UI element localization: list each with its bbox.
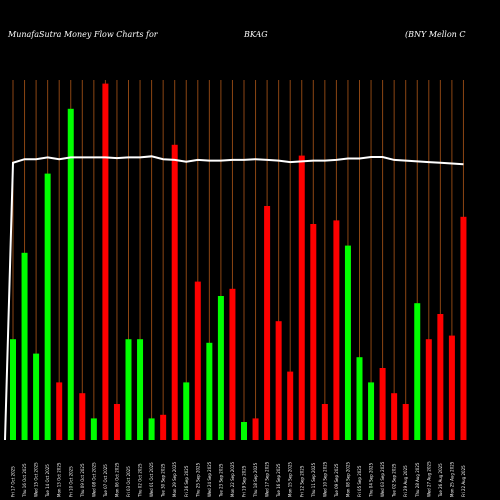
x-tick-label: Wed 01 Oct 2025: [149, 462, 154, 497]
x-tick-label: Fri 12 Sep 2025: [299, 465, 304, 497]
bar: [391, 393, 398, 440]
x-tick-label: Thu 09 Oct 2025: [80, 463, 85, 498]
bar: [448, 335, 455, 440]
bar: [252, 418, 259, 440]
x-tick-label: Mon 06 Oct 2025: [114, 462, 119, 497]
x-tick-label: Wed 27 Aug 2025: [426, 461, 431, 497]
bar: [56, 382, 63, 440]
bar: [321, 404, 328, 440]
bar: [344, 245, 351, 440]
x-tick-label: Fri 10 Oct 2025: [68, 466, 73, 497]
bar: [217, 296, 224, 440]
bar: [310, 224, 317, 440]
bar: [414, 303, 421, 440]
header-company: (BNY Mellon C: [405, 30, 466, 39]
x-tick-label: Mon 29 Sep 2025: [172, 461, 177, 497]
bar: [460, 216, 467, 440]
bar: [148, 418, 155, 440]
bar: [275, 321, 282, 440]
x-tick-label: Wed 17 Sep 2025: [265, 461, 270, 497]
header-site: MunafaSutra Money Flow Charts for: [7, 30, 159, 39]
bar: [264, 206, 271, 440]
bar: [241, 422, 247, 440]
x-tick-label: Thu 11 Sep 2025: [311, 462, 316, 498]
x-tick-label: Fri 26 Sep 2025: [184, 465, 189, 497]
bar: [67, 108, 74, 441]
x-tick-label: Tue 09 Sep 2025: [334, 463, 339, 498]
x-tick-label: Thu 18 Sep 2025: [253, 462, 258, 498]
bar: [137, 339, 144, 440]
bar: [44, 173, 51, 440]
x-tick-label: Tue 30 Sep 2025: [161, 463, 166, 498]
x-tick-label: Thu 28 Aug 2025: [415, 462, 420, 498]
bar: [368, 382, 375, 440]
bar: [160, 414, 167, 440]
x-tick-label: Wed 08 Oct 2025: [91, 462, 96, 497]
bar: [183, 382, 190, 440]
x-tick-label: Tue 02 Sep 2025: [392, 463, 397, 498]
bar: [21, 252, 28, 440]
x-tick-label: Tue 23 Sep 2025: [218, 463, 223, 498]
bar: [79, 393, 86, 440]
x-tick-label: Tue 14 Oct 2025: [45, 464, 50, 498]
x-tick-label: Fri 19 Sep 2025: [242, 465, 247, 497]
bar: [425, 339, 432, 440]
header-symbol: BKAG: [243, 30, 268, 39]
x-tick-label: Fri 29 Aug 2025: [403, 465, 408, 497]
money-flow-line: [4, 155, 464, 441]
x-tick-label: Tue 26 Aug 2025: [438, 463, 443, 498]
x-tick-label: Mon 15 Sep 2025: [288, 461, 293, 497]
x-tick-label: Fri 22 Aug 2025: [461, 465, 466, 497]
x-tick-label: Wed 15 Oct 2025: [34, 462, 39, 497]
x-tick-label: Mon 13 Oct 2025: [57, 462, 62, 497]
x-tick-label: Wed 10 Sep 2025: [322, 461, 327, 497]
bar: [298, 155, 305, 440]
x-tick-label: Mon 22 Sep 2025: [230, 461, 235, 497]
bar: [437, 314, 444, 440]
bar: [10, 339, 16, 440]
bar: [33, 353, 40, 440]
bar: [356, 357, 363, 440]
bars: [10, 83, 467, 441]
x-tick-label: Thu 16 Oct 2025: [22, 463, 27, 498]
bar: [125, 339, 132, 440]
x-tick-label: Thu 02 Oct 2025: [138, 463, 143, 498]
bar: [402, 404, 409, 440]
x-tick-label: Thu 04 Sep 2025: [369, 462, 374, 498]
bar: [113, 404, 120, 440]
bar: [171, 144, 178, 441]
x-tick-label: Fri 03 Oct 2025: [126, 466, 131, 497]
bar: [229, 288, 236, 440]
bar: [379, 368, 386, 440]
bar: [287, 371, 294, 440]
bar: [90, 418, 97, 440]
bar: [206, 342, 213, 440]
x-tick-label: Fri 17 Oct 2025: [11, 466, 16, 497]
bar: [333, 220, 340, 440]
x-tick-label: Thu 25 Sep 2025: [195, 462, 200, 498]
x-tick-label: Tue 07 Oct 2025: [103, 464, 108, 498]
bar: [194, 281, 201, 440]
x-tick-label: Wed 03 Sep 2025: [380, 461, 385, 497]
x-tick-label: Fri 05 Sep 2025: [357, 465, 362, 497]
x-tick-label: Tue 16 Sep 2025: [276, 463, 281, 498]
x-tick-labels: Fri 17 Oct 2025 Thu 16 Oct 2025 Wed 15 Oct…: [11, 461, 466, 498]
x-tick-label: Wed 24 Sep 2025: [207, 461, 212, 497]
x-tick-label: Mon 25 Aug 2025: [449, 461, 454, 497]
bar: [102, 83, 109, 440]
x-tick-label: Mon 08 Sep 2025: [345, 461, 350, 497]
